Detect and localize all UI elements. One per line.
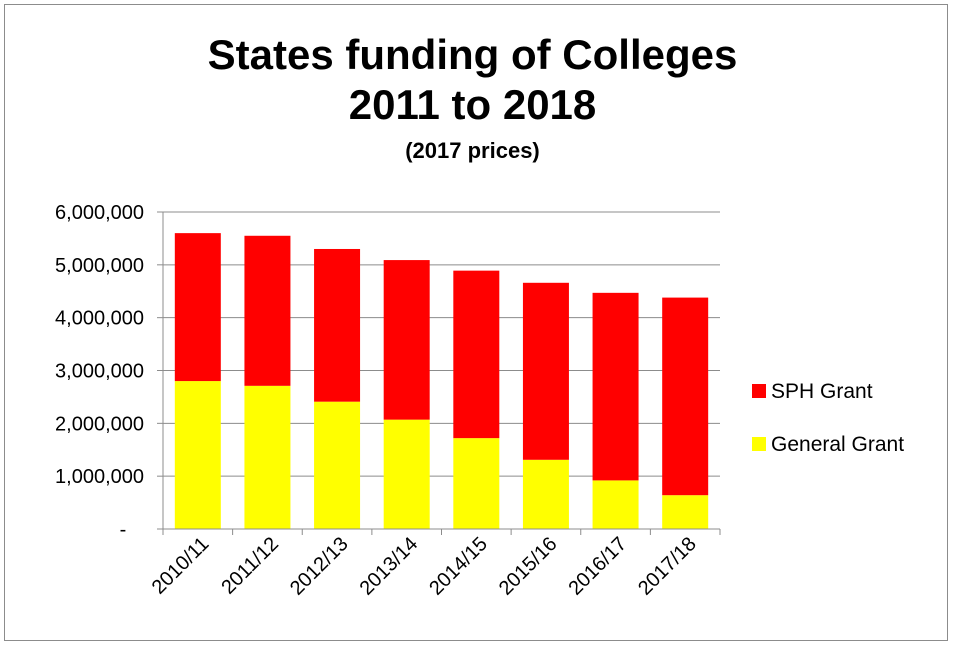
chart-title-block: States funding of Colleges 2011 to 2018 … [0, 30, 945, 166]
bar-general-grant [522, 459, 569, 529]
bar-general-grant [174, 381, 221, 529]
x-tick-label: 2012/13 [286, 533, 353, 600]
legend-swatch-general [752, 437, 766, 451]
bar-general-grant [592, 480, 639, 529]
legend-swatch-sph [752, 384, 766, 398]
x-tick-label: 2016/17 [564, 533, 631, 600]
bar-sph-grant [662, 297, 709, 496]
bar-general-grant [244, 385, 291, 529]
y-tick-label: 6,000,000 [55, 202, 144, 224]
bar-general-grant [453, 438, 500, 529]
bar-sph-grant [244, 235, 291, 386]
bar-sph-grant [592, 292, 639, 481]
y-tick-label: 1,000,000 [55, 466, 144, 488]
bar-general-grant [383, 419, 430, 529]
legend-label-general: General Grant [771, 433, 904, 456]
legend-label-sph: SPH Grant [771, 380, 873, 403]
bar-general-grant [314, 401, 361, 529]
bar-sph-grant [314, 248, 361, 402]
y-tick-label: 3,000,000 [55, 361, 144, 383]
chart-subtitle: (2017 prices) [405, 138, 540, 163]
x-tick-label: 2015/16 [495, 533, 562, 600]
bars [174, 233, 709, 529]
legend: SPH Grant General Grant [752, 380, 904, 456]
y-tick-label: 2,000,000 [55, 413, 144, 435]
x-tick-labels: 2010/11 2011/12 2012/13 2013/14 2014/15 2015/… [148, 533, 701, 600]
chart-title: States funding of Colleges [207, 31, 738, 78]
chart-title-line2: 2011 to 2018 [348, 81, 597, 128]
bar-sph-grant [383, 260, 430, 420]
bar-sph-grant [522, 282, 569, 460]
y-tick-label: 4,000,000 [55, 308, 144, 330]
x-tick-label: 2017/18 [634, 533, 701, 600]
x-tick-label: 2011/12 [217, 533, 283, 599]
y-tick-labels: - 1,000,000 2,000,000 3,000,000 4,000,000 5,0… [55, 202, 144, 541]
y-tick-label: 5,000,000 [55, 255, 144, 277]
x-tick-label: 2014/15 [425, 533, 492, 600]
bar-sph-grant [453, 270, 500, 439]
x-tick-label: 2013/14 [356, 533, 423, 600]
bar-sph-grant [174, 233, 221, 382]
y-tick-label: - [120, 519, 127, 541]
axes [157, 211, 721, 535]
x-tick-label: 2010/11 [148, 533, 214, 599]
bar-general-grant [662, 495, 709, 529]
